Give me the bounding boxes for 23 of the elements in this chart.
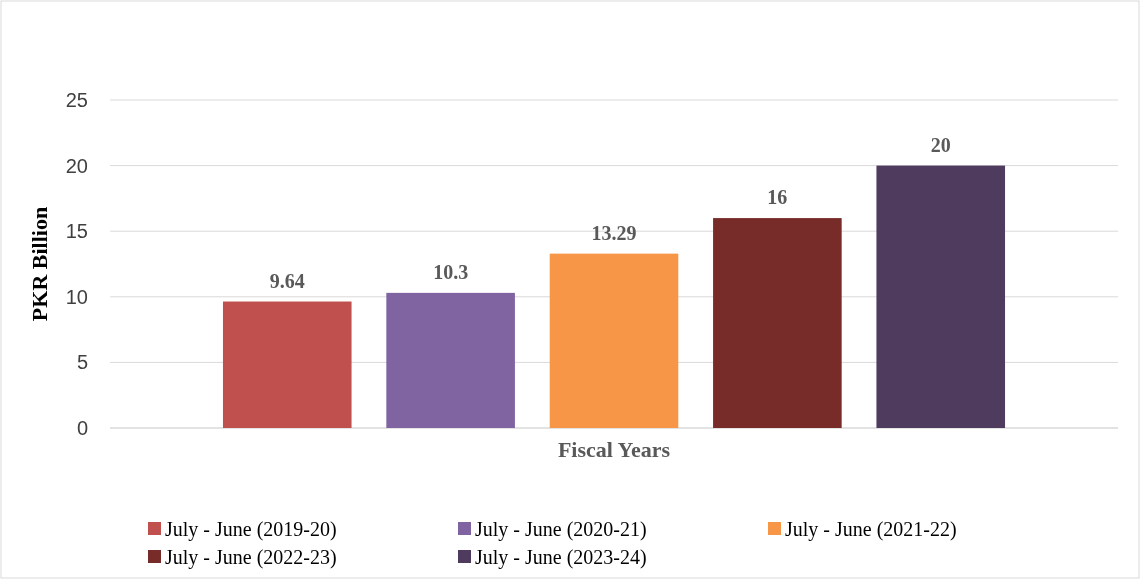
- bar: [713, 218, 842, 428]
- data-label: 9.64: [269, 269, 305, 292]
- bar: [222, 301, 352, 428]
- data-label: 20: [930, 133, 951, 156]
- legend-label: July - June (2023-24): [475, 546, 647, 569]
- bar: [549, 253, 679, 428]
- legend-label: July - June (2022-23): [165, 546, 337, 569]
- bar: [386, 292, 515, 428]
- data-label: 10.3: [433, 260, 469, 283]
- legend-label: July - June (2019-20): [165, 518, 337, 541]
- bar: [876, 165, 1006, 428]
- y-tick-label: 25: [65, 89, 88, 111]
- y-tick-label: 10: [65, 285, 88, 308]
- y-tick-label: 0: [76, 417, 88, 439]
- y-tick-label: 5: [76, 351, 88, 374]
- data-label: 13.29: [591, 221, 637, 244]
- y-tick-label: 20: [65, 154, 88, 177]
- y-axis-title: PKR Billion: [27, 206, 52, 322]
- x-axis-title: Fiscal Years: [557, 437, 671, 462]
- legend-label: July - June (2020-21): [475, 518, 647, 541]
- y-tick-label: 15: [65, 220, 88, 243]
- data-label: 16: [767, 186, 788, 209]
- legend-label: July - June (2021-22): [785, 518, 957, 541]
